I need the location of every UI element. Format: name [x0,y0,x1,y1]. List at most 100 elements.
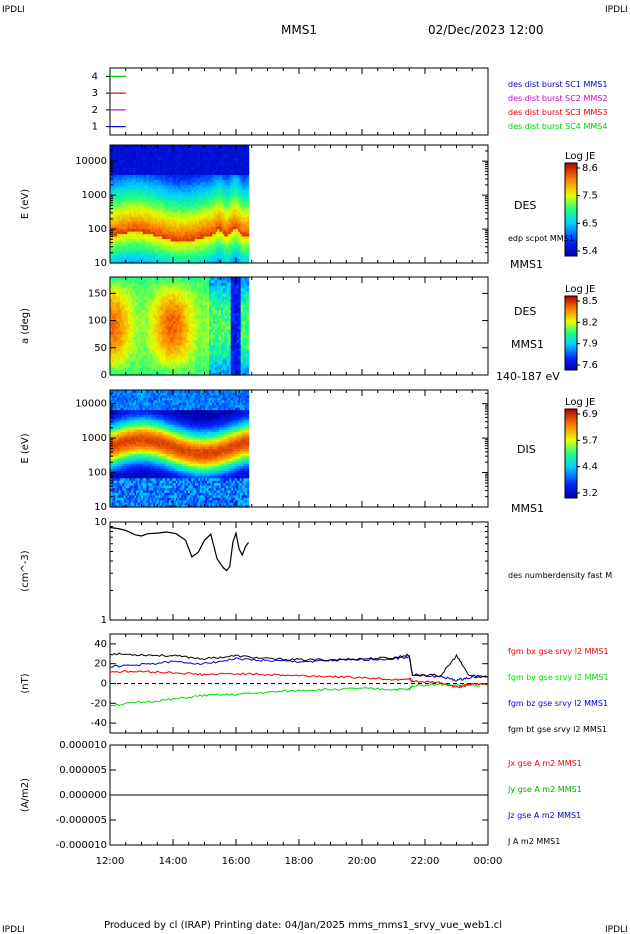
spectrogram-cell [144,179,147,183]
spectrogram-cell [122,196,125,200]
spectrogram-cell [158,184,161,188]
spectrogram-cell [198,176,201,181]
spectrogram-cell [135,243,139,247]
spectrogram-cell [130,260,134,264]
spectrogram-cell [123,235,127,240]
spectrogram-cell [187,147,191,151]
spectrogram-cell [158,154,161,158]
spectrogram-cell [181,243,184,247]
spectrogram-cell [129,231,132,235]
spectrogram-cell [175,181,179,185]
spectrogram-cell [116,243,120,247]
spectrogram-cell [186,226,189,230]
spectrogram-cell [134,181,137,185]
spectrogram-cell [125,179,128,183]
spectrogram-cell [115,258,118,262]
spectrogram-cell [129,223,132,227]
spectrogram-cell [167,208,170,212]
spectrogram-cell [123,159,127,163]
spectrogram-cell [174,238,177,242]
spectrogram-cell [161,167,165,171]
spectrogram-cell [110,154,113,158]
spectrogram-cell [135,191,139,195]
spectrogram-cell [125,196,128,200]
spectrogram-cell [155,238,158,242]
spectrogram-cell [129,172,132,176]
spectrogram-cell [167,260,170,264]
spectrogram-cell [110,228,113,232]
spectrogram-cell [120,186,123,190]
spectrogram-cell [198,238,201,242]
spectrogram-cell [132,226,135,230]
spectrogram-cell [132,159,135,163]
spectrogram-cell [186,240,189,244]
spectrogram-cell [142,199,146,203]
spectrogram-cell [123,255,127,259]
spectrogram-cell [146,206,149,210]
y-tick-label: 2 [92,105,98,116]
spectrogram-cell [158,238,161,242]
spectrogram-cell [156,206,160,210]
spectrogram-cell [182,186,186,190]
spectrogram-cell [135,147,139,151]
spectrogram-cell [167,194,170,198]
spectrogram-cell [123,176,127,181]
spectrogram-cell [158,211,161,215]
spectrogram-cell [186,248,189,252]
spectrogram-cell [115,154,118,158]
spectrogram-cell [135,186,139,190]
spectrogram-cell [186,206,189,210]
spectrogram-cell [151,179,154,183]
spectrogram-cell [132,189,135,193]
spectrogram-cell [113,152,116,156]
spectrogram-cell [186,253,189,257]
spectrogram-cell [158,169,161,173]
spectrogram-cell [149,250,153,254]
spectrogram-cell [123,213,127,217]
spectrogram-cell [118,218,121,222]
spectrogram-cell [127,226,130,230]
spectrogram-cell [177,147,180,151]
spectrogram-cell [123,233,127,237]
spectrogram-cell [120,194,123,198]
spectrogram-cell [168,240,172,244]
spectrogram-cell [191,226,194,230]
spectrogram-cell [149,233,153,237]
spectrogram-cell [149,213,153,217]
spectrogram-cell [123,245,127,249]
spectrogram-cell [168,162,172,166]
spectrogram-cell [163,228,167,232]
spectrogram-cell [111,157,115,161]
spectrogram-cell [135,250,139,254]
spectrogram-cell [110,189,113,193]
spectrogram-cell [158,152,161,156]
spectrogram-cell [167,147,170,151]
spectrogram-cell [144,238,147,242]
spectrogram-cell [163,159,167,163]
spectrogram-cell [146,238,149,242]
spectrogram-cell [177,216,180,220]
spectrogram-cell [172,184,175,188]
spectrogram-cell [156,253,160,257]
spectrogram-cell [163,221,167,225]
spectrogram-cell [181,196,184,200]
spectrogram-cell [156,204,160,208]
spectrogram-cell [155,167,158,171]
des-pitch-cells [110,277,250,376]
spectrogram-cell [155,208,158,212]
spectrogram-cell [110,194,113,198]
spectrogram-cell [172,221,175,225]
spectrogram-cell [135,162,139,166]
spectrogram-cell [132,223,135,227]
spectrogram-cell [163,145,167,149]
spectrogram-cell [151,258,154,262]
spectrogram-cell [125,226,128,230]
spectrogram-cell [153,169,156,173]
spectrogram-cell [113,199,116,203]
spectrogram-cell [122,149,125,153]
spectrogram-cell [177,211,180,215]
spectrogram-cell [167,213,170,217]
spectrogram-cell [153,258,156,262]
footer-credit: Produced by cl (IRAP) Printing date: 04/… [104,920,502,931]
spectrogram-cell [134,164,137,168]
